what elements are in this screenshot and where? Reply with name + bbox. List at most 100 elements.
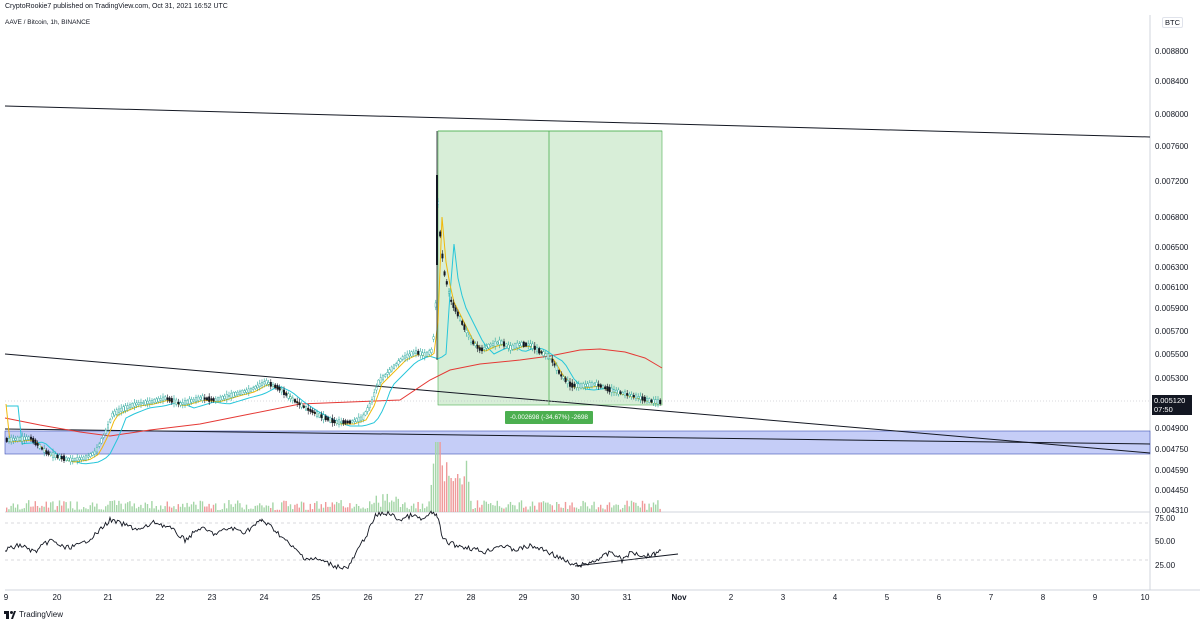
volume-bar [14, 507, 17, 512]
candle-body [89, 453, 92, 457]
volume-bar [657, 500, 659, 512]
volume-bar [639, 507, 641, 512]
candle-body [258, 383, 261, 388]
candle-body [492, 343, 495, 346]
price-tick-label: 0.007600 [1155, 142, 1189, 151]
volume-bar [391, 500, 393, 512]
candle-body [256, 384, 259, 388]
volume-bar [210, 508, 212, 512]
volume-bar [637, 505, 639, 512]
candle-body [67, 457, 70, 461]
candle-body [599, 384, 602, 388]
candle-body [120, 407, 123, 412]
candle-body [443, 271, 446, 276]
candle-body [100, 438, 103, 444]
candle-body [12, 437, 15, 441]
volume-bar [437, 442, 439, 512]
volume-bar [540, 502, 542, 512]
volume-bar [459, 478, 461, 512]
price-tick-label: 0.004450 [1155, 486, 1189, 495]
volume-bar [197, 509, 199, 512]
volume-bar [509, 501, 512, 512]
volume-bar [256, 505, 259, 512]
candle-body [47, 451, 50, 455]
volume-bar [492, 505, 494, 512]
tradingview-logo[interactable]: TradingView [4, 610, 63, 619]
rsi-axis[interactable]: 75.00 50.00 25.00 [1155, 514, 1176, 570]
currency-tag[interactable]: BTC [1162, 17, 1183, 28]
volume-bar [558, 504, 560, 512]
candle-body [573, 383, 576, 387]
volume-bar [547, 502, 549, 512]
volume-bar [600, 504, 602, 512]
candle-body [364, 411, 367, 416]
candle-body [175, 399, 178, 405]
candle-body [648, 398, 651, 403]
volume-bar [195, 504, 197, 512]
symbol-line: AAVE / Bitcoin, 1h, BINANCE [5, 19, 91, 26]
volume-bar [223, 503, 226, 512]
candle-spike-body [436, 175, 438, 265]
volume-bar [413, 503, 415, 512]
volume-bar [34, 501, 36, 512]
candle-body [221, 395, 224, 401]
candle-body [419, 351, 422, 356]
candle-body [448, 291, 451, 294]
candle-body [316, 411, 319, 417]
candle-body [606, 386, 609, 392]
candle-body [621, 392, 624, 395]
candle-body [613, 389, 616, 393]
candle-body [584, 384, 587, 387]
candle-body [558, 370, 561, 374]
volume-bar [243, 509, 245, 512]
candle-body [203, 397, 206, 400]
candle-body [434, 302, 437, 308]
volume-bar [36, 505, 39, 512]
candle-body [481, 347, 484, 352]
measure-area[interactable] [437, 130, 663, 406]
candle-body [186, 400, 189, 405]
candle-body [525, 342, 528, 347]
volume-bar [54, 509, 56, 512]
candle-body [159, 398, 162, 401]
support-zone[interactable] [4, 430, 1151, 455]
candle-body [287, 393, 290, 399]
candle-body [111, 412, 114, 418]
volume-bar [245, 504, 248, 512]
candle-body [373, 392, 376, 397]
price-tick-label: 0.004590 [1155, 466, 1189, 475]
volume-bar [562, 507, 564, 512]
trendline-support[interactable] [4, 428, 1151, 445]
volume-bar [160, 505, 162, 512]
candle-body [628, 394, 631, 396]
volume-bar [263, 507, 265, 512]
time-axis[interactable]: 9 20 21 22 23 24 25 26 27 28 29 30 31 Nov 2 3 4 5 6 7 8 9 10 [4, 593, 1150, 602]
price-tick-label: 0.005500 [1155, 350, 1189, 359]
volume-bar [111, 500, 113, 512]
time-tick-label: 28 [467, 593, 476, 602]
candle-body [190, 399, 193, 403]
volume-bar [481, 504, 483, 512]
volume-bar [556, 501, 558, 512]
volume-bar [19, 509, 21, 512]
candle-body [511, 344, 514, 350]
volume-bar [274, 509, 276, 512]
volume-bar [360, 508, 362, 512]
volume-bar [443, 481, 446, 512]
time-tick-label: 9 [4, 593, 9, 602]
candle-body [65, 457, 68, 461]
price-axis[interactable]: 0.008800 0.008400 0.008000 0.007600 0.007200… [1155, 47, 1189, 515]
volume-bar [74, 509, 76, 512]
volume-bar [52, 501, 54, 512]
volume-bar [265, 505, 267, 512]
volume-bar [527, 509, 529, 512]
candle-body [575, 383, 578, 388]
volume-bar [421, 503, 424, 512]
rsi-divergence-line[interactable] [574, 553, 679, 567]
volume-bar [397, 498, 399, 512]
volume-bar [448, 475, 450, 512]
volume-bar [316, 501, 318, 512]
trendline-upper[interactable] [4, 105, 1151, 138]
trendline-descending[interactable] [4, 353, 1151, 454]
